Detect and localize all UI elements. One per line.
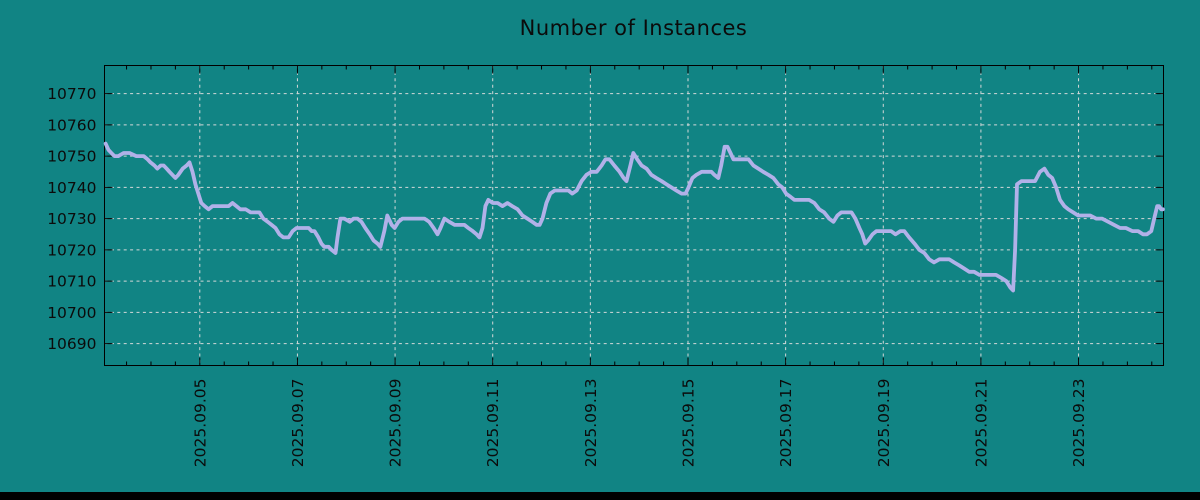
svg-text:2025.09.19: 2025.09.19 bbox=[875, 379, 893, 468]
y-axis-labels: 10690 10700 10710 10720 10730 10740 10750 10760… bbox=[47, 85, 96, 353]
svg-text:2025.09.21: 2025.09.21 bbox=[972, 379, 990, 468]
svg-text:10720: 10720 bbox=[47, 241, 96, 259]
svg-text:10700: 10700 bbox=[47, 304, 96, 322]
svg-text:10740: 10740 bbox=[47, 179, 96, 197]
axis-ticks bbox=[104, 65, 1164, 366]
svg-text:2025.09.17: 2025.09.17 bbox=[777, 379, 795, 468]
gridlines bbox=[104, 65, 1164, 366]
svg-text:2025.09.15: 2025.09.15 bbox=[679, 379, 697, 468]
svg-text:2025.09.07: 2025.09.07 bbox=[289, 379, 307, 468]
svg-text:10760: 10760 bbox=[47, 116, 96, 134]
plot-border bbox=[104, 65, 1164, 366]
svg-text:2025.09.05: 2025.09.05 bbox=[191, 379, 209, 468]
svg-text:10690: 10690 bbox=[47, 335, 96, 353]
x-axis-labels: 2025.09.05 2025.09.07 2025.09.09 2025.09.11… bbox=[191, 379, 1088, 468]
svg-text:2025.09.13: 2025.09.13 bbox=[582, 379, 600, 468]
svg-text:10710: 10710 bbox=[47, 273, 96, 291]
svg-text:10730: 10730 bbox=[47, 210, 96, 228]
svg-text:2025.09.11: 2025.09.11 bbox=[484, 379, 502, 468]
chart-title: Number of Instances bbox=[519, 16, 748, 40]
svg-text:10750: 10750 bbox=[47, 148, 96, 166]
series-instances-line bbox=[103, 141, 1165, 293]
footer-bar bbox=[0, 492, 1200, 500]
svg-text:2025.09.09: 2025.09.09 bbox=[387, 379, 405, 468]
svg-text:10770: 10770 bbox=[47, 85, 96, 103]
svg-text:2025.09.23: 2025.09.23 bbox=[1070, 379, 1088, 468]
